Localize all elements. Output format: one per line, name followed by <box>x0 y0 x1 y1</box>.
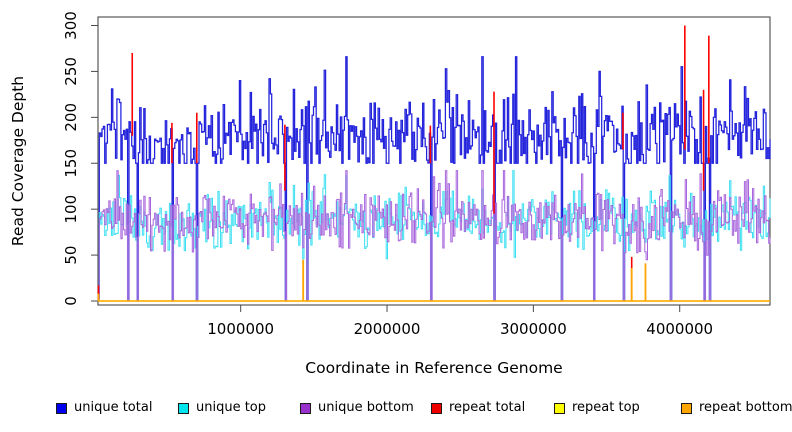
legend-swatch-repeat-top <box>554 402 565 414</box>
y-axis-title: Read Coverage Depth <box>9 76 27 246</box>
y-tick-label: 50 <box>62 246 80 265</box>
legend-label-unique-total: unique total <box>74 400 153 415</box>
y-tick-label: 0 <box>62 296 80 306</box>
legend-label-unique-bottom: unique bottom <box>318 400 414 415</box>
series-line-unique-bottom <box>98 170 771 302</box>
legend-item-repeat-bottom: repeat bottom <box>681 400 792 416</box>
y-tick-label: 300 <box>62 11 80 40</box>
legend-swatch-unique-total <box>56 402 67 414</box>
legend-item-unique-top: unique top <box>178 400 266 416</box>
x-tick-label: 2000000 <box>354 320 421 338</box>
legend-item-unique-bottom: unique bottom <box>300 400 414 416</box>
plot-frame <box>97 16 771 306</box>
y-tick-label: 250 <box>62 57 80 86</box>
legend-label-repeat-top: repeat top <box>572 400 640 415</box>
x-tick-label: 1000000 <box>207 320 274 338</box>
series-line-unique-total <box>98 56 771 302</box>
legend-swatch-unique-top <box>178 402 189 414</box>
legend-item-repeat-total: repeat total <box>431 400 525 416</box>
x-tick-label: 3000000 <box>500 320 567 338</box>
series-line-unique-top <box>98 170 771 302</box>
axes: 1000000 2000000 3000000 4000000 0 50 100 150 200… <box>62 11 771 338</box>
legend-swatch-unique-bottom <box>300 402 311 414</box>
legend-item-unique-total: unique total <box>56 400 152 416</box>
legend-swatch-repeat-bottom <box>681 402 692 414</box>
y-tick-label: 200 <box>62 103 80 132</box>
legend-item-repeat-top: repeat top <box>554 400 640 416</box>
series-lines <box>97 25 771 302</box>
legend-label-repeat-total: repeat total <box>449 400 526 415</box>
legend-label-unique-top: unique top <box>196 400 267 415</box>
y-tick-label: 100 <box>62 195 80 224</box>
legend-swatch-repeat-total <box>431 402 442 414</box>
x-tick-label: 4000000 <box>646 320 713 338</box>
x-axis-title: Coordinate in Reference Genome <box>305 359 562 377</box>
chart-legend: unique total unique top unique bottom repea… <box>0 400 792 418</box>
legend-label-repeat-bottom: repeat bottom <box>699 400 792 415</box>
y-tick-label: 150 <box>62 149 80 178</box>
